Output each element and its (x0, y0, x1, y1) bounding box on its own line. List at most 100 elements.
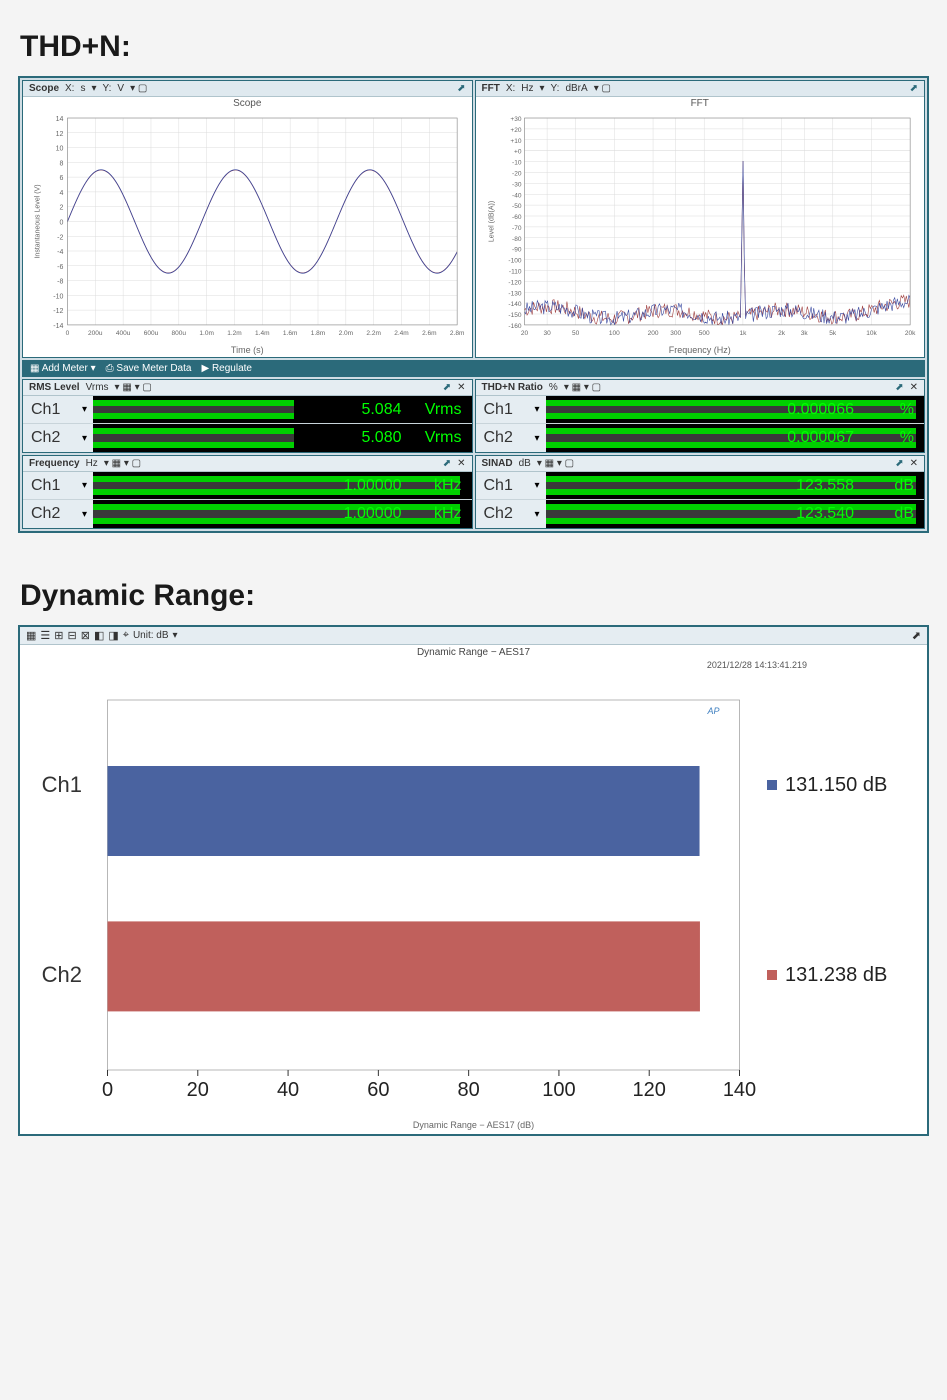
channel-label[interactable]: Ch2▾ (23, 429, 93, 447)
svg-text:0: 0 (66, 330, 70, 337)
popout-icon[interactable]: ⬈ (443, 458, 451, 469)
meter-bar: 1.00000kHz (93, 472, 472, 499)
popout-icon[interactable]: ⬈ (895, 458, 903, 469)
meter-bar: 123.540 dB (546, 500, 925, 528)
toolbar-icon[interactable]: ⊞ (54, 629, 63, 642)
toolbar-icon[interactable]: ◧ (94, 629, 104, 642)
close-icon[interactable]: ✕ (910, 458, 918, 469)
dr-toolbar: ▦ ☰ ⊞ ⊟ ⊠ ◧ ◨ ⌖ Unit: dB ▾ ⬈ (20, 627, 927, 645)
channel-label[interactable]: Ch1▾ (476, 477, 546, 495)
dr-ylabel: Ch2 (42, 962, 82, 988)
svg-text:400u: 400u (116, 330, 131, 337)
svg-text:2.0m: 2.0m (339, 330, 353, 337)
meter-row: Ch2▾5.080Vrms (23, 424, 472, 452)
meter-bar: 0.000067% (546, 424, 925, 452)
svg-text:0: 0 (60, 219, 64, 226)
svg-text:-160: -160 (508, 323, 521, 330)
scope-pane: Scope X: s ▾ Y: V ▾ ▢ ⬈ Scope -14-12-10-… (22, 80, 473, 358)
svg-text:2.8m: 2.8m (450, 330, 465, 337)
meter-unit: dB (894, 505, 914, 523)
dr-legend-item: 131.150 dB (767, 774, 917, 797)
svg-text:5k: 5k (829, 330, 837, 337)
meter-title: SINAD (482, 458, 513, 469)
svg-text:Instantaneous Level (V): Instantaneous Level (V) (34, 184, 41, 258)
svg-text:-150: -150 (508, 312, 521, 319)
meter-unit: Vrms (425, 429, 462, 447)
svg-text:-60: -60 (512, 214, 522, 221)
meter-row: Ch2▾ 123.540 dB (476, 500, 925, 528)
close-icon[interactable]: ✕ (457, 382, 465, 393)
toolbar-icon[interactable]: ⊟ (68, 629, 77, 642)
toolbar-icon[interactable]: ⌖ (123, 629, 129, 642)
legend-value: 131.238 dB (785, 964, 887, 987)
channel-label[interactable]: Ch1▾ (476, 401, 546, 419)
regulate-button[interactable]: ▶ Regulate (201, 363, 252, 374)
channel-label[interactable]: Ch1▾ (23, 401, 93, 419)
channel-label[interactable]: Ch1▾ (23, 477, 93, 495)
meter-rms: RMS Level Vrms ▾ ▦ ▾ ▢ ⬈ ✕Ch1▾5.084VrmsC… (22, 379, 473, 453)
svg-text:800u: 800u (172, 330, 187, 337)
svg-text:-110: -110 (508, 268, 521, 275)
svg-text:-12: -12 (53, 308, 63, 315)
svg-text:300: 300 (670, 330, 681, 337)
channel-label[interactable]: Ch2▾ (476, 429, 546, 447)
popout-icon[interactable]: ⬈ (912, 629, 921, 642)
meter-unit: Vrms (425, 401, 462, 419)
dynamic-range-panel: ▦ ☰ ⊞ ⊟ ⊠ ◧ ◨ ⌖ Unit: dB ▾ ⬈ Dynamic Ran… (18, 625, 929, 1136)
meter-row: Ch1▾0.000066% (476, 396, 925, 424)
popout-icon[interactable]: ⬈ (443, 382, 451, 393)
popout-icon[interactable]: ⬈ (910, 83, 918, 94)
svg-text:-100: -100 (508, 258, 521, 265)
svg-text:-4: -4 (57, 249, 63, 256)
close-icon[interactable]: ✕ (457, 458, 465, 469)
svg-text:-30: -30 (512, 181, 522, 188)
dr-y-labels: Ch1Ch2 (30, 690, 90, 1070)
popout-icon[interactable]: ⬈ (457, 83, 465, 94)
meter-freq: Frequency Hz ▾ ▦ ▾ ▢ ⬈ ✕Ch1▾1.00000kHzCh… (22, 455, 473, 529)
svg-text:140: 140 (723, 1079, 756, 1101)
toolbar-icon[interactable]: ◨ (108, 629, 118, 642)
thdn-panel: Scope X: s ▾ Y: V ▾ ▢ ⬈ Scope -14-12-10-… (18, 76, 929, 533)
svg-text:10k: 10k (866, 330, 877, 337)
unit-label: Unit: dB (133, 630, 169, 641)
svg-text:+0: +0 (514, 149, 522, 156)
close-icon[interactable]: ✕ (910, 382, 918, 393)
svg-text:1.8m: 1.8m (311, 330, 325, 337)
save-meter-button[interactable]: ⎙ Save Meter Data (106, 363, 192, 374)
meter-unit: % (900, 429, 914, 447)
popout-icon[interactable]: ⬈ (895, 382, 903, 393)
svg-text:4: 4 (60, 190, 64, 197)
toolbar-icon[interactable]: ▦ (26, 629, 36, 642)
legend-swatch (767, 780, 777, 790)
svg-text:20: 20 (520, 330, 528, 337)
meter-row: Ch2▾1.00000kHz (23, 500, 472, 528)
legend-swatch (767, 970, 777, 980)
meter-unit: kHz (434, 505, 462, 523)
meter-value: 1.00000 (344, 477, 402, 495)
toolbar-icon[interactable]: ☰ (40, 629, 50, 642)
scope-title: Scope (23, 97, 472, 110)
scope-chart: -14-12-10-8-6-4-2024681012140200u400u600… (23, 110, 472, 345)
svg-text:80: 80 (458, 1079, 480, 1101)
svg-text:+30: +30 (510, 116, 521, 123)
fft-title: FFT (476, 97, 925, 110)
svg-text:1k: 1k (739, 330, 747, 337)
scope-label: Scope (29, 83, 59, 94)
svg-text:-80: -80 (512, 236, 522, 243)
channel-label[interactable]: Ch2▾ (476, 505, 546, 523)
svg-text:-10: -10 (512, 160, 522, 167)
svg-text:100: 100 (608, 330, 619, 337)
toolbar-icon[interactable]: ⊠ (81, 629, 90, 642)
dr-timestamp: 2021/12/28 14:13:41.219 (20, 660, 927, 670)
add-meter-button[interactable]: ▦ Add Meter ▾ (30, 363, 96, 374)
svg-text:-50: -50 (512, 203, 522, 210)
meter-thdn: THD+N Ratio % ▾ ▦ ▾ ▢ ⬈ ✕Ch1▾0.000066%Ch… (475, 379, 926, 453)
meter-row: Ch1▾123.558dB (476, 472, 925, 500)
meter-row: Ch1▾1.00000kHz (23, 472, 472, 500)
meter-bar: 0.000066% (546, 396, 925, 423)
fft-chart: +30+20+10+0-10-20-30-40-50-60-70-80-90-1… (476, 110, 925, 345)
channel-label[interactable]: Ch2▾ (23, 505, 93, 523)
svg-text:-140: -140 (508, 301, 521, 308)
svg-text:-20: -20 (512, 170, 522, 177)
meter-value: 123.540 (796, 505, 854, 523)
